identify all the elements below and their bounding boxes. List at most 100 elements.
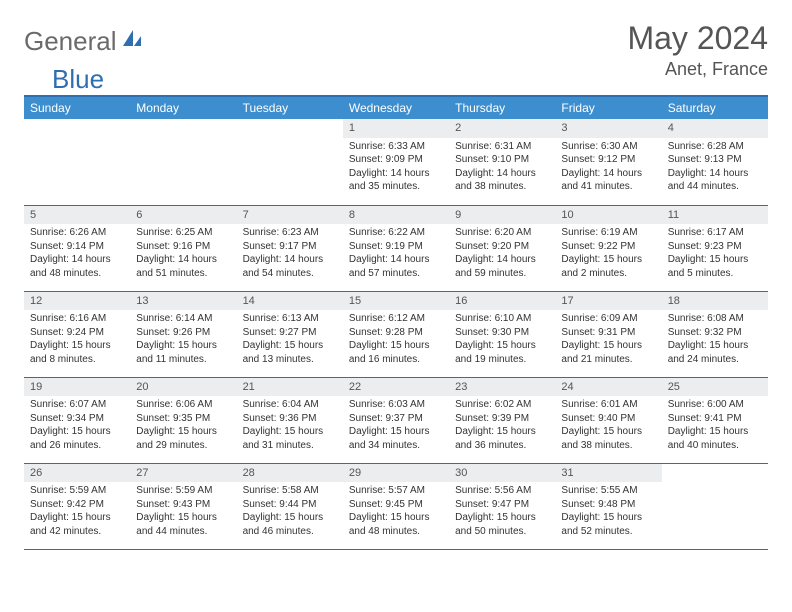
calendar-day-cell (130, 119, 236, 205)
day-details: Sunrise: 6:22 AM Sunset: 9:19 PM Dayligh… (343, 226, 449, 284)
calendar-week-row: 12Sunrise: 6:16 AM Sunset: 9:24 PM Dayli… (24, 291, 768, 377)
day-number: 25 (662, 378, 768, 397)
day-details: Sunrise: 6:31 AM Sunset: 9:10 PM Dayligh… (449, 140, 555, 198)
logo-text-general: General (24, 26, 117, 57)
day-number: 21 (237, 378, 343, 397)
logo: General (24, 26, 145, 57)
location-label: Anet, France (627, 59, 768, 80)
day-number: 5 (24, 206, 130, 225)
calendar-day-cell: 18Sunrise: 6:08 AM Sunset: 9:32 PM Dayli… (662, 291, 768, 377)
day-details: Sunrise: 5:55 AM Sunset: 9:48 PM Dayligh… (555, 484, 661, 542)
day-details: Sunrise: 6:26 AM Sunset: 9:14 PM Dayligh… (24, 226, 130, 284)
day-number: 7 (237, 206, 343, 225)
calendar-week-row: 1 Sunrise: 6:33 AM Sunset: 9:09 PM Daylig… (24, 119, 768, 205)
col-friday: Friday (555, 96, 661, 119)
calendar-day-cell: 5Sunrise: 6:26 AM Sunset: 9:14 PM Daylig… (24, 205, 130, 291)
col-monday: Monday (130, 96, 236, 119)
calendar-day-cell: 31Sunrise: 5:55 AM Sunset: 9:48 PM Dayli… (555, 463, 661, 549)
calendar-day-cell: 22Sunrise: 6:03 AM Sunset: 9:37 PM Dayli… (343, 377, 449, 463)
day-number: 1 (343, 119, 449, 138)
day-number: 18 (662, 292, 768, 311)
calendar-day-cell: 25Sunrise: 6:00 AM Sunset: 9:41 PM Dayli… (662, 377, 768, 463)
calendar-day-cell (662, 463, 768, 549)
day-number: 24 (555, 378, 661, 397)
day-details: Sunrise: 5:59 AM Sunset: 9:42 PM Dayligh… (24, 484, 130, 542)
day-number: 3 (555, 119, 661, 138)
day-number: 19 (24, 378, 130, 397)
calendar-header-row: Sunday Monday Tuesday Wednesday Thursday… (24, 96, 768, 119)
day-number: 28 (237, 464, 343, 483)
day-details: Sunrise: 6:16 AM Sunset: 9:24 PM Dayligh… (24, 312, 130, 370)
calendar-day-cell: 20Sunrise: 6:06 AM Sunset: 9:35 PM Dayli… (130, 377, 236, 463)
calendar-day-cell: 12Sunrise: 6:16 AM Sunset: 9:24 PM Dayli… (24, 291, 130, 377)
day-number: 16 (449, 292, 555, 311)
calendar-day-cell: 17Sunrise: 6:09 AM Sunset: 9:31 PM Dayli… (555, 291, 661, 377)
col-thursday: Thursday (449, 96, 555, 119)
calendar-week-row: 19Sunrise: 6:07 AM Sunset: 9:34 PM Dayli… (24, 377, 768, 463)
day-number (237, 119, 343, 123)
calendar-day-cell: 16Sunrise: 6:10 AM Sunset: 9:30 PM Dayli… (449, 291, 555, 377)
day-number: 29 (343, 464, 449, 483)
logo-text-blue: Blue (52, 64, 104, 95)
day-details: Sunrise: 6:33 AM Sunset: 9:09 PM Dayligh… (343, 140, 449, 198)
day-number (130, 119, 236, 123)
day-details: Sunrise: 5:56 AM Sunset: 9:47 PM Dayligh… (449, 484, 555, 542)
day-number: 22 (343, 378, 449, 397)
calendar-day-cell: 3 Sunrise: 6:30 AM Sunset: 9:12 PM Daylig… (555, 119, 661, 205)
day-details: Sunrise: 6:07 AM Sunset: 9:34 PM Dayligh… (24, 398, 130, 456)
calendar-day-cell: 29Sunrise: 5:57 AM Sunset: 9:45 PM Dayli… (343, 463, 449, 549)
logo-sail-icon (121, 28, 143, 55)
day-number: 17 (555, 292, 661, 311)
day-details: Sunrise: 5:59 AM Sunset: 9:43 PM Dayligh… (130, 484, 236, 542)
day-number: 15 (343, 292, 449, 311)
col-tuesday: Tuesday (237, 96, 343, 119)
title-block: May 2024 Anet, France (627, 20, 768, 80)
day-details: Sunrise: 6:13 AM Sunset: 9:27 PM Dayligh… (237, 312, 343, 370)
calendar-day-cell: 8Sunrise: 6:22 AM Sunset: 9:19 PM Daylig… (343, 205, 449, 291)
calendar-day-cell: 15Sunrise: 6:12 AM Sunset: 9:28 PM Dayli… (343, 291, 449, 377)
calendar-day-cell: 23Sunrise: 6:02 AM Sunset: 9:39 PM Dayli… (449, 377, 555, 463)
calendar-day-cell (24, 119, 130, 205)
day-details: Sunrise: 6:17 AM Sunset: 9:23 PM Dayligh… (662, 226, 768, 284)
day-number (24, 119, 130, 123)
day-number: 23 (449, 378, 555, 397)
day-details (24, 125, 130, 129)
calendar-day-cell: 1 Sunrise: 6:33 AM Sunset: 9:09 PM Daylig… (343, 119, 449, 205)
calendar-day-cell: 7Sunrise: 6:23 AM Sunset: 9:17 PM Daylig… (237, 205, 343, 291)
day-number: 9 (449, 206, 555, 225)
calendar-day-cell: 2Sunrise: 6:31 AM Sunset: 9:10 PM Daylig… (449, 119, 555, 205)
calendar-table: Sunday Monday Tuesday Wednesday Thursday… (24, 95, 768, 550)
col-saturday: Saturday (662, 96, 768, 119)
calendar-day-cell: 9Sunrise: 6:20 AM Sunset: 9:20 PM Daylig… (449, 205, 555, 291)
day-number: 26 (24, 464, 130, 483)
calendar-day-cell (237, 119, 343, 205)
day-details: Sunrise: 6:14 AM Sunset: 9:26 PM Dayligh… (130, 312, 236, 370)
day-details (130, 125, 236, 129)
day-number (662, 464, 768, 468)
day-details (662, 470, 768, 474)
day-details: Sunrise: 5:58 AM Sunset: 9:44 PM Dayligh… (237, 484, 343, 542)
day-details: Sunrise: 6:06 AM Sunset: 9:35 PM Dayligh… (130, 398, 236, 456)
day-number: 4 (662, 119, 768, 138)
calendar-day-cell: 10Sunrise: 6:19 AM Sunset: 9:22 PM Dayli… (555, 205, 661, 291)
day-details: Sunrise: 6:25 AM Sunset: 9:16 PM Dayligh… (130, 226, 236, 284)
day-details: Sunrise: 6:30 AM Sunset: 9:12 PM Dayligh… (555, 140, 661, 198)
calendar-day-cell: 21Sunrise: 6:04 AM Sunset: 9:36 PM Dayli… (237, 377, 343, 463)
day-details: Sunrise: 6:02 AM Sunset: 9:39 PM Dayligh… (449, 398, 555, 456)
day-number: 13 (130, 292, 236, 311)
day-details: Sunrise: 6:12 AM Sunset: 9:28 PM Dayligh… (343, 312, 449, 370)
day-details: Sunrise: 6:01 AM Sunset: 9:40 PM Dayligh… (555, 398, 661, 456)
day-number: 11 (662, 206, 768, 225)
col-wednesday: Wednesday (343, 96, 449, 119)
calendar-day-cell: 14Sunrise: 6:13 AM Sunset: 9:27 PM Dayli… (237, 291, 343, 377)
day-number: 30 (449, 464, 555, 483)
calendar-day-cell: 26Sunrise: 5:59 AM Sunset: 9:42 PM Dayli… (24, 463, 130, 549)
day-details: Sunrise: 6:09 AM Sunset: 9:31 PM Dayligh… (555, 312, 661, 370)
day-details: Sunrise: 6:03 AM Sunset: 9:37 PM Dayligh… (343, 398, 449, 456)
calendar-day-cell: 4Sunrise: 6:28 AM Sunset: 9:13 PM Daylig… (662, 119, 768, 205)
col-sunday: Sunday (24, 96, 130, 119)
calendar-day-cell: 28Sunrise: 5:58 AM Sunset: 9:44 PM Dayli… (237, 463, 343, 549)
page-title: May 2024 (627, 20, 768, 57)
calendar-day-cell: 11Sunrise: 6:17 AM Sunset: 9:23 PM Dayli… (662, 205, 768, 291)
day-details: Sunrise: 6:10 AM Sunset: 9:30 PM Dayligh… (449, 312, 555, 370)
